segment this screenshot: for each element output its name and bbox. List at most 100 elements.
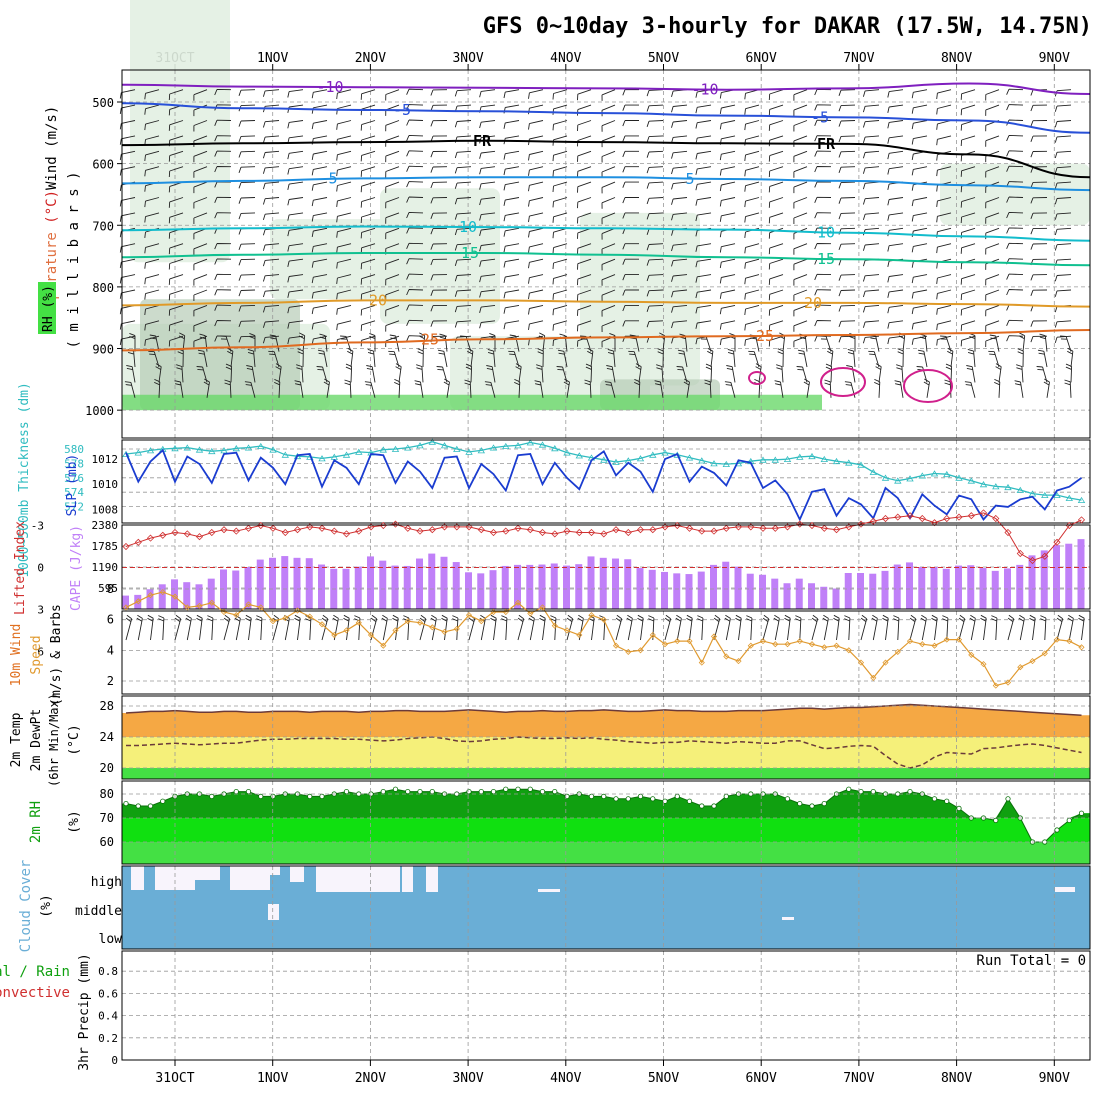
cape-bar <box>991 570 999 609</box>
isotherm-label: 15 <box>461 244 479 262</box>
thickness-marker <box>857 461 865 468</box>
upper-wind-barb <box>577 197 592 209</box>
wind10m-panel: 2 4 6 8 <box>107 582 1091 695</box>
upper-wind-barb <box>622 166 639 173</box>
li-marker <box>759 524 767 532</box>
wind10m-barb <box>746 615 753 641</box>
upper-wind-barb <box>814 289 832 296</box>
upper-wind-barb <box>119 120 136 130</box>
upper-wind-barb <box>454 289 472 297</box>
upper-wind-barb <box>395 363 402 383</box>
thickness-marker <box>342 451 351 458</box>
upper-wind-barb <box>622 274 639 281</box>
cape-bar <box>1053 545 1060 609</box>
thickness-marker <box>318 455 326 462</box>
upper-wind-barb <box>793 212 808 224</box>
upper-wind-barb <box>744 289 760 300</box>
upper-wind-barb <box>897 348 904 368</box>
thickness-marker <box>195 446 204 453</box>
wind10m-marker <box>122 604 130 611</box>
upper-wind-barb <box>936 304 952 315</box>
upper-wind-barb <box>336 120 352 130</box>
li-marker <box>930 519 939 527</box>
upper-wind-barb <box>793 166 808 178</box>
upper-wind-barb <box>454 197 472 205</box>
upper-wind-barb <box>744 166 760 177</box>
upper-wind-barb <box>1006 150 1024 157</box>
upper-wind-barb <box>967 348 976 368</box>
thickness-marker <box>1041 491 1049 498</box>
upper-wind-barb <box>430 320 448 327</box>
wind10m-marker <box>686 638 693 645</box>
upper-wind-barb <box>646 120 664 128</box>
upper-wind-barb <box>406 181 424 188</box>
upper-wind-barb <box>197 349 208 368</box>
upper-wind-barb <box>646 166 664 174</box>
wind10m-barb <box>735 614 742 641</box>
upper-wind-barb <box>936 197 952 207</box>
upper-wind-barb <box>238 197 256 204</box>
upper-wind-barb <box>887 274 904 283</box>
thickness-marker <box>930 470 939 477</box>
upper-wind-barb <box>385 120 400 132</box>
upper-wind-barb <box>297 348 304 368</box>
upper-wind-barb <box>744 120 760 131</box>
upper-wind-barb <box>1030 212 1048 219</box>
cape-bar <box>636 568 644 609</box>
cape-bar <box>624 559 632 609</box>
wind10m-barb <box>991 615 998 641</box>
rh-marker <box>601 793 607 800</box>
thickness-marker <box>171 445 179 452</box>
upper-wind-barb <box>287 304 304 314</box>
upper-wind-barb <box>238 166 256 174</box>
upper-wind-barb <box>768 104 784 116</box>
wind10m-marker <box>931 642 938 649</box>
upper-wind-barb <box>193 166 208 178</box>
li-marker <box>367 523 375 531</box>
cape-bar <box>195 584 203 609</box>
upper-wind-barb <box>262 135 280 144</box>
upper-wind-barb <box>793 197 808 209</box>
bottom-date-labels: 31OCT 1NOV 2NOV 3NOV 4NOV 5NOV 6NOV 7NOV 8NOV 9NO… <box>155 1060 1070 1086</box>
cloud-cell <box>1055 887 1075 892</box>
upper-wind-barb <box>287 320 304 329</box>
upper-wind-barb <box>336 227 352 238</box>
thickness-marker <box>416 442 424 449</box>
wind10m-marker <box>943 636 950 643</box>
wind10m-barb <box>724 614 731 641</box>
upper-wind-barb <box>479 304 496 314</box>
upper-wind-barb <box>814 119 832 126</box>
upper-wind-barb <box>601 320 616 333</box>
cape-tick-label: 595 <box>98 582 118 595</box>
rh-marker <box>723 793 729 800</box>
upper-wind-barb <box>911 120 928 130</box>
upper-wind-barb <box>528 258 544 269</box>
upper-wind-barb <box>385 227 400 240</box>
thickness-marker <box>563 449 571 456</box>
upper-wind-barb <box>604 381 616 398</box>
upper-wind-barb <box>119 243 136 253</box>
upper-wind-barb <box>406 119 424 126</box>
rh-marker <box>233 788 239 795</box>
thickness-marker <box>955 474 963 481</box>
thickness-marker <box>428 438 437 445</box>
upper-wind-barb <box>862 150 880 159</box>
wind10m-barb <box>882 614 889 641</box>
li-marker <box>698 527 706 535</box>
upper-wind-barb <box>1006 335 1024 342</box>
upper-wind-barb <box>238 320 256 328</box>
cape-bar <box>820 586 828 609</box>
upper-wind-barb <box>911 320 928 330</box>
upper-wind-barb <box>406 104 424 111</box>
rh2m-panel: 60 70 80 <box>100 780 1091 865</box>
cape-bar <box>452 562 460 609</box>
bottom-date-label: 6NOV <box>746 1071 777 1086</box>
cape-lifted-index-panel: 595 1190 1785 2380 -3 0 3 6 <box>31 509 1091 659</box>
cloud-level-label: high <box>91 875 122 890</box>
upper-wind-barb <box>238 135 256 143</box>
upper-wind-barb <box>887 104 904 113</box>
upper-wind-barb <box>344 379 352 398</box>
li-tick-label: 6 <box>37 646 44 659</box>
rh-marker <box>956 805 962 812</box>
upper-wind-barb <box>336 150 352 161</box>
